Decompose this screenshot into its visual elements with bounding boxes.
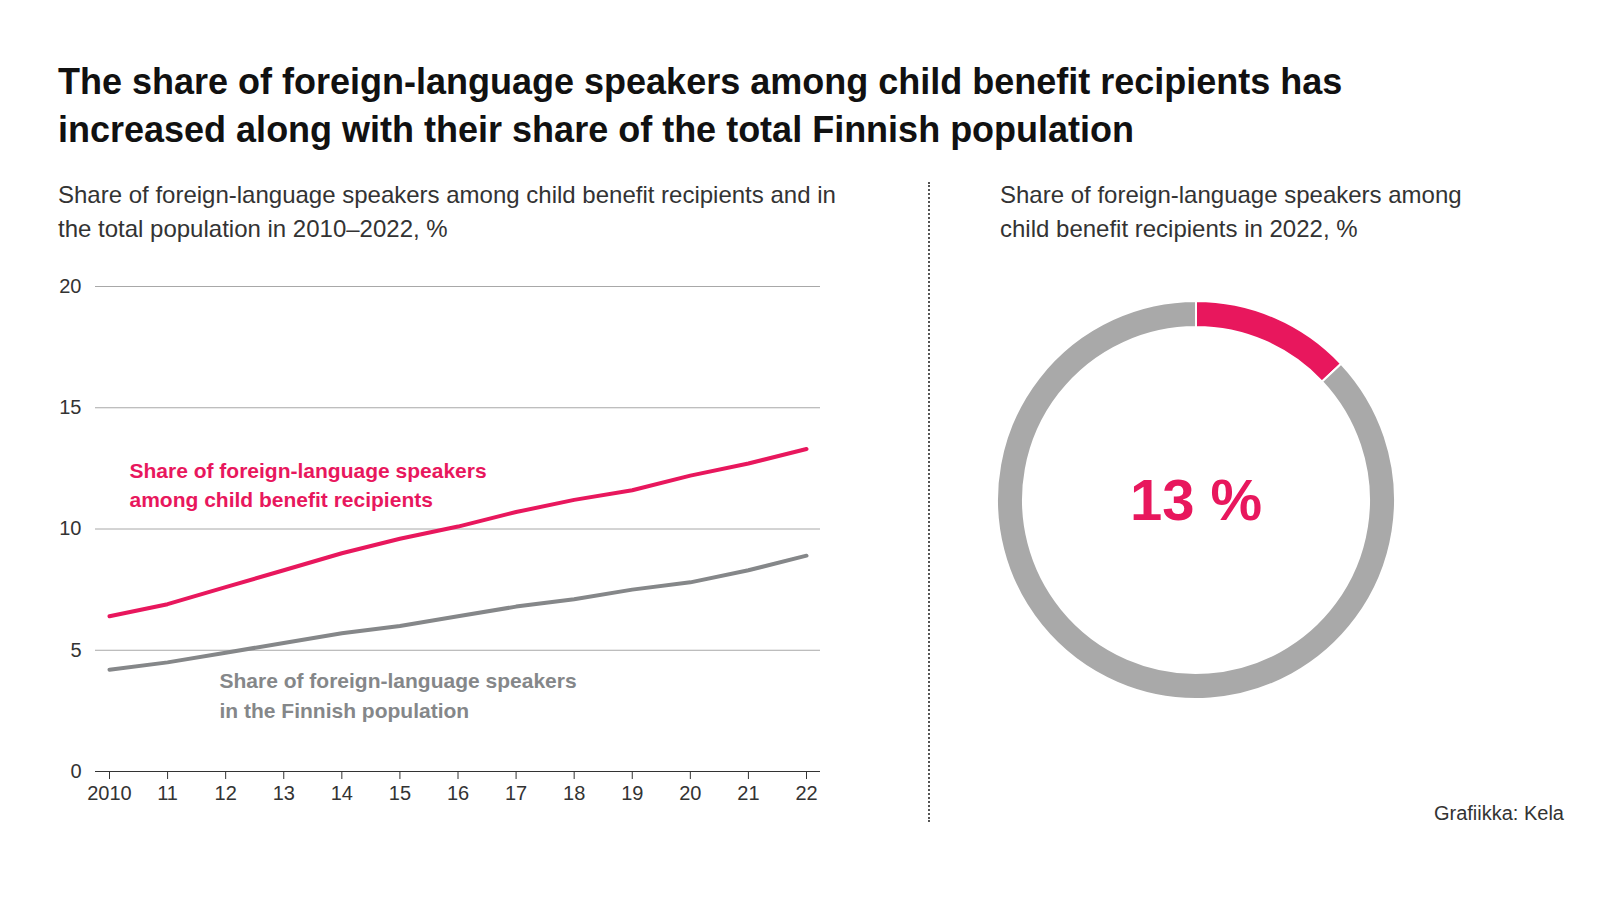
svg-text:17: 17: [505, 782, 527, 804]
svg-text:22: 22: [795, 782, 817, 804]
svg-text:11: 11: [157, 782, 178, 804]
svg-text:2010: 2010: [87, 782, 132, 804]
svg-text:14: 14: [331, 782, 353, 804]
svg-text:13 %: 13 %: [1130, 467, 1262, 532]
svg-text:20: 20: [59, 275, 81, 297]
svg-text:21: 21: [737, 782, 759, 804]
svg-text:Share of foreign-language spea: Share of foreign-language speakersin the…: [220, 669, 577, 721]
svg-text:20: 20: [679, 782, 701, 804]
svg-text:16: 16: [447, 782, 469, 804]
svg-text:5: 5: [70, 639, 81, 661]
html-text:The share of foreign-language: The share of foreign-language speakers a…: [58, 61, 1343, 150]
svg-text:Share of foreign-language spea: Share of foreign-language speakersamong …: [130, 459, 487, 511]
html-text:Share of foreign-language spea: Share of foreign-language speakers among…: [58, 181, 836, 242]
svg-text:0: 0: [70, 760, 81, 782]
html-text:Share of foreign-language spea: Share of foreign-language speakers among…: [1000, 181, 1462, 242]
html-text:Grafiikka: Kela: Grafiikka: Kela: [1433, 802, 1564, 824]
svg-text:13: 13: [273, 782, 295, 804]
svg-text:15: 15: [59, 396, 81, 418]
svg-text:12: 12: [215, 782, 237, 804]
svg-text:18: 18: [563, 782, 585, 804]
svg-text:10: 10: [59, 517, 81, 539]
svg-text:19: 19: [621, 782, 643, 804]
svg-text:15: 15: [389, 782, 411, 804]
